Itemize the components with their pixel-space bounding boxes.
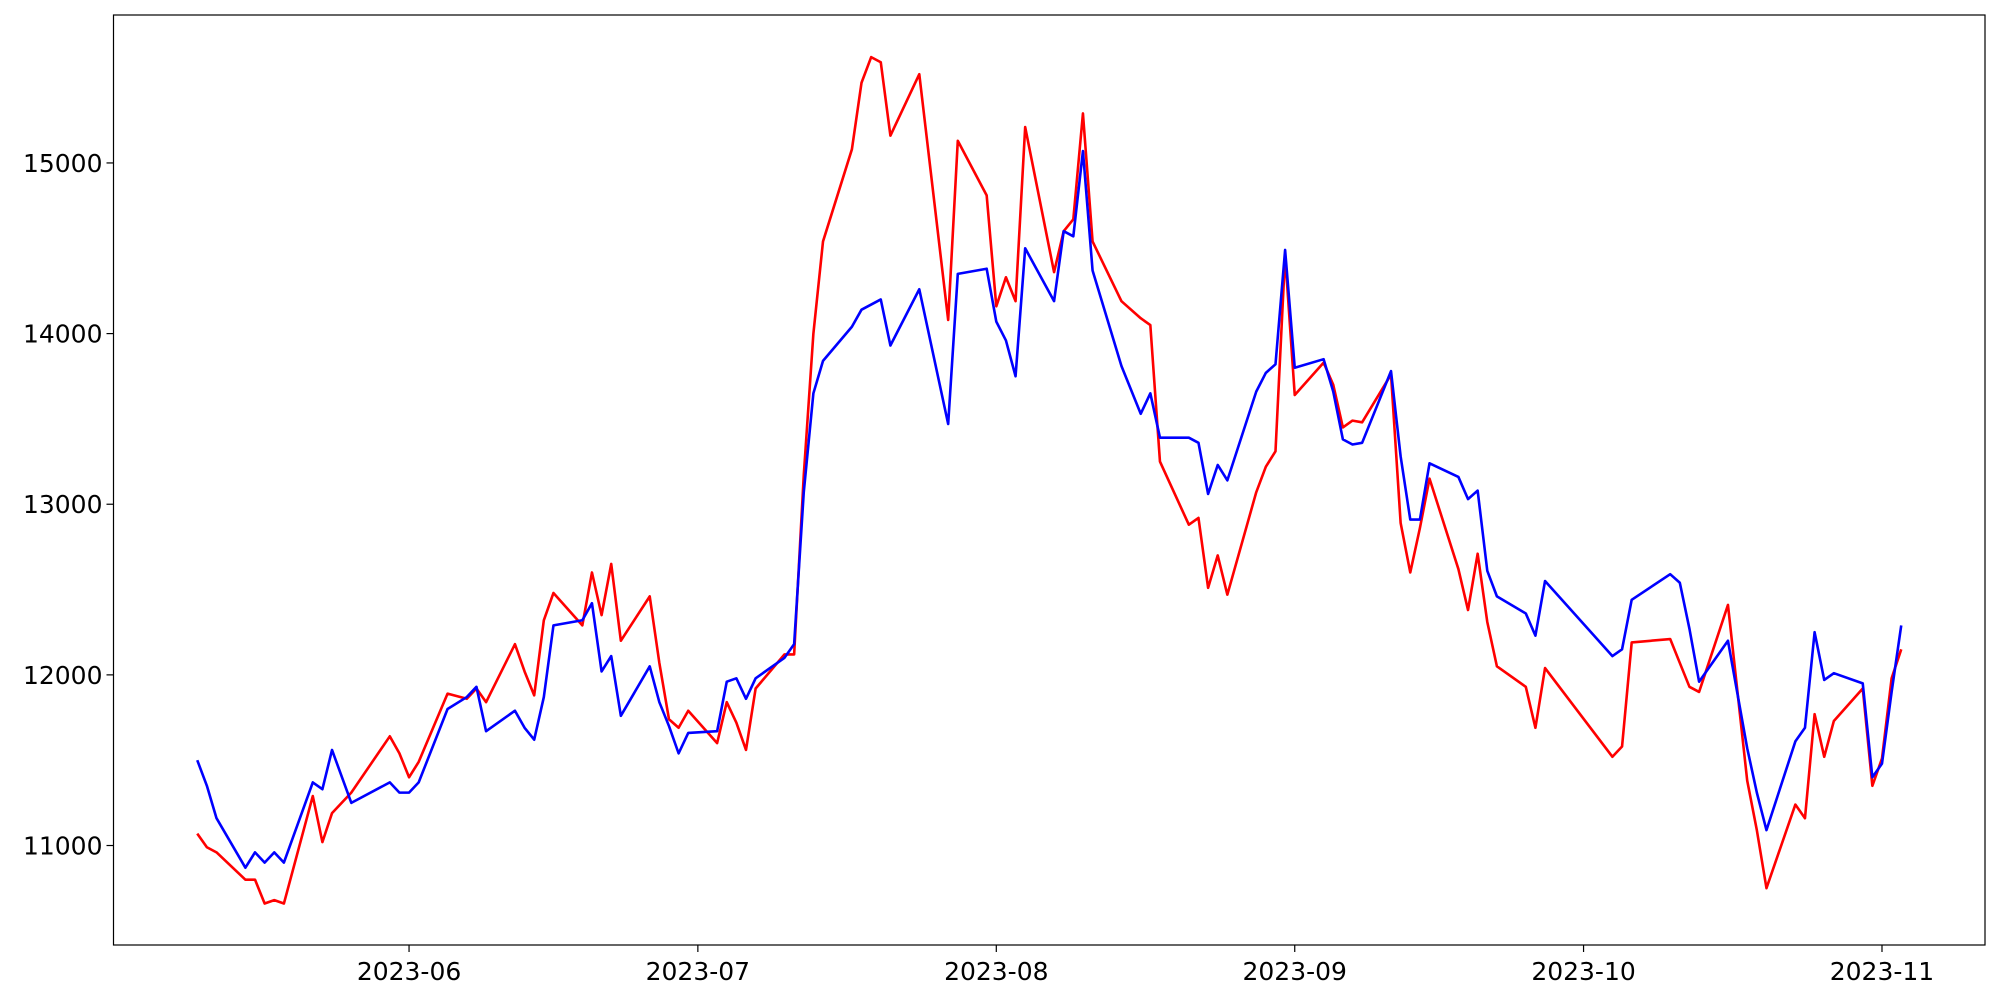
x-tick-label: 2023-08: [944, 957, 1048, 986]
line-series: [196, 55, 1903, 905]
x-tick-label: 2023-09: [1243, 957, 1347, 986]
y-tick-label: 13000: [23, 490, 103, 519]
y-tick-label: 12000: [23, 661, 103, 690]
line-series: [196, 149, 1903, 869]
y-tick-label: 15000: [23, 149, 103, 178]
y-tick-label: 11000: [23, 832, 103, 861]
x-tick-label: 2023-10: [1531, 957, 1635, 986]
x-tick-label: 2023-07: [646, 957, 750, 986]
x-tick-label: 2023-11: [1830, 957, 1934, 986]
x-tick-label: 2023-06: [357, 957, 461, 986]
y-tick-label: 14000: [23, 320, 103, 349]
plot-frame: [112, 14, 1986, 946]
